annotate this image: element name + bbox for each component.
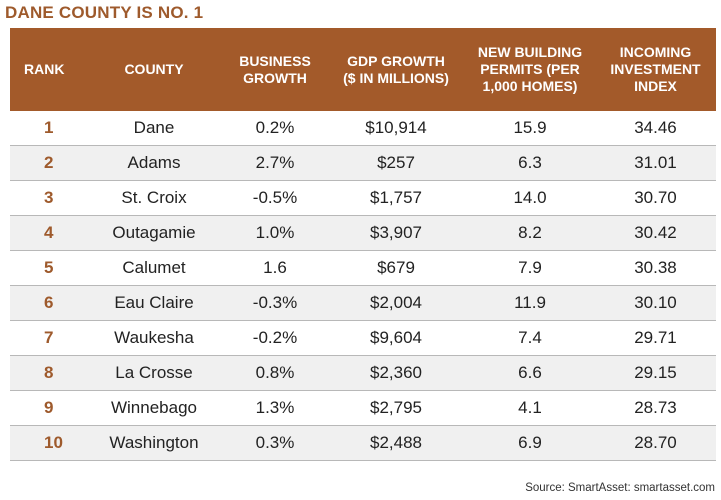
cell-county: Calumet (122, 258, 186, 277)
cell-rank: 8 (44, 363, 54, 382)
cell-building-permits: 8.2 (518, 223, 542, 242)
cell-business-growth: -0.2% (252, 328, 298, 347)
cell-investment-index: 29.71 (634, 328, 677, 347)
cell-county: Waukesha (114, 328, 194, 347)
cell-rank: 2 (44, 153, 54, 172)
table-row: 4 Outagamie 1.0% $3,907 8.2 30.42 (10, 216, 716, 251)
cell-rank: 1 (44, 118, 54, 137)
cell-business-growth: 1.6 (263, 258, 287, 277)
cell-rank: 9 (44, 398, 54, 417)
cell-rank: 10 (44, 433, 63, 452)
table-row: 6 Eau Claire -0.3% $2,004 11.9 30.10 (10, 286, 716, 321)
header-investment-index: INCOMING INVESTMENT INDEX (610, 44, 701, 94)
cell-investment-index: 34.46 (634, 118, 677, 137)
cell-gdp-growth: $1,757 (370, 188, 422, 207)
cell-county: Dane (133, 118, 175, 137)
cell-business-growth: 0.2% (255, 118, 295, 137)
cell-gdp-growth: $257 (377, 153, 415, 172)
cell-building-permits: 4.1 (518, 398, 542, 417)
cell-gdp-growth: $2,795 (370, 398, 422, 417)
rankings-table: RANK COUNTY BUSINESS GROWTH GDP GROWTH (… (10, 28, 716, 461)
cell-building-permits: 6.3 (518, 153, 542, 172)
cell-investment-index: 30.42 (634, 223, 677, 242)
cell-investment-index: 28.73 (634, 398, 677, 417)
table-row: 1 Dane 0.2% $10,914 15.9 34.46 (10, 111, 716, 146)
cell-investment-index: 30.70 (634, 188, 677, 207)
cell-building-permits: 15.9 (513, 118, 547, 137)
cell-gdp-growth: $3,907 (370, 223, 422, 242)
cell-investment-index: 30.10 (634, 293, 677, 312)
cell-investment-index: 30.38 (634, 258, 677, 277)
header-county: COUNTY (124, 61, 184, 77)
cell-business-growth: -0.5% (252, 188, 298, 207)
cell-rank: 7 (44, 328, 54, 347)
cell-gdp-growth: $679 (377, 258, 415, 277)
header-gdp-growth: GDP GROWTH ($ IN MILLIONS) (343, 52, 449, 86)
cell-building-permits: 7.4 (518, 328, 542, 347)
cell-business-growth: 0.8% (255, 363, 295, 382)
cell-rank: 4 (44, 223, 54, 242)
table-row: 10 Washington 0.3% $2,488 6.9 28.70 (10, 426, 716, 461)
cell-building-permits: 7.9 (518, 258, 542, 277)
cell-county: Outagamie (112, 223, 196, 242)
cell-rank: 3 (44, 188, 54, 207)
cell-county: Eau Claire (114, 293, 194, 312)
cell-building-permits: 6.6 (518, 363, 542, 382)
cell-county: Adams (127, 153, 181, 172)
cell-gdp-growth: $2,004 (370, 293, 422, 312)
cell-business-growth: 1.0% (255, 223, 295, 242)
table-row: 5 Calumet 1.6 $679 7.9 30.38 (10, 251, 716, 286)
cell-county: Washington (109, 433, 199, 452)
cell-rank: 5 (44, 258, 54, 277)
cell-gdp-growth: $10,914 (365, 118, 427, 137)
cell-investment-index: 29.15 (634, 363, 677, 382)
cell-investment-index: 28.70 (634, 433, 677, 452)
cell-county: Winnebago (110, 398, 197, 417)
table-header: RANK COUNTY BUSINESS GROWTH GDP GROWTH (… (10, 28, 716, 111)
cell-building-permits: 14.0 (513, 188, 547, 207)
header-rank: RANK (24, 61, 65, 77)
table-row: 2 Adams 2.7% $257 6.3 31.01 (10, 146, 716, 181)
cell-gdp-growth: $2,488 (370, 433, 422, 452)
cell-investment-index: 31.01 (634, 153, 677, 172)
table-row: 9 Winnebago 1.3% $2,795 4.1 28.73 (10, 391, 716, 426)
cell-building-permits: 11.9 (514, 293, 546, 312)
table-row: 7 Waukesha -0.2% $9,604 7.4 29.71 (10, 321, 716, 356)
page-title: DANE COUNTY IS NO. 1 (5, 3, 204, 22)
cell-business-growth: 1.3% (255, 398, 295, 417)
cell-business-growth: 0.3% (255, 433, 295, 452)
table-body: 1 Dane 0.2% $10,914 15.9 34.46 2 Adams 2.7% $257 6… (10, 111, 716, 461)
cell-gdp-growth: $9,604 (370, 328, 422, 347)
source-note: Source: SmartAsset: smartasset.com (525, 482, 715, 494)
cell-building-permits: 6.9 (518, 433, 542, 452)
header-building-permits: NEW BUILDING PERMITS (PER 1,000 HOMES) (477, 44, 583, 94)
cell-business-growth: -0.3% (252, 293, 298, 312)
cell-county: St. Croix (121, 188, 187, 207)
header-business-growth: BUSINESS GROWTH (239, 52, 311, 86)
cell-rank: 6 (44, 293, 54, 312)
cell-gdp-growth: $2,360 (370, 363, 422, 382)
table-row: 3 St. Croix -0.5% $1,757 14.0 30.70 (10, 181, 716, 216)
cell-county: La Crosse (115, 363, 193, 382)
table-row: 8 La Crosse 0.8% $2,360 6.6 29.15 (10, 356, 716, 391)
cell-business-growth: 2.7% (255, 153, 295, 172)
